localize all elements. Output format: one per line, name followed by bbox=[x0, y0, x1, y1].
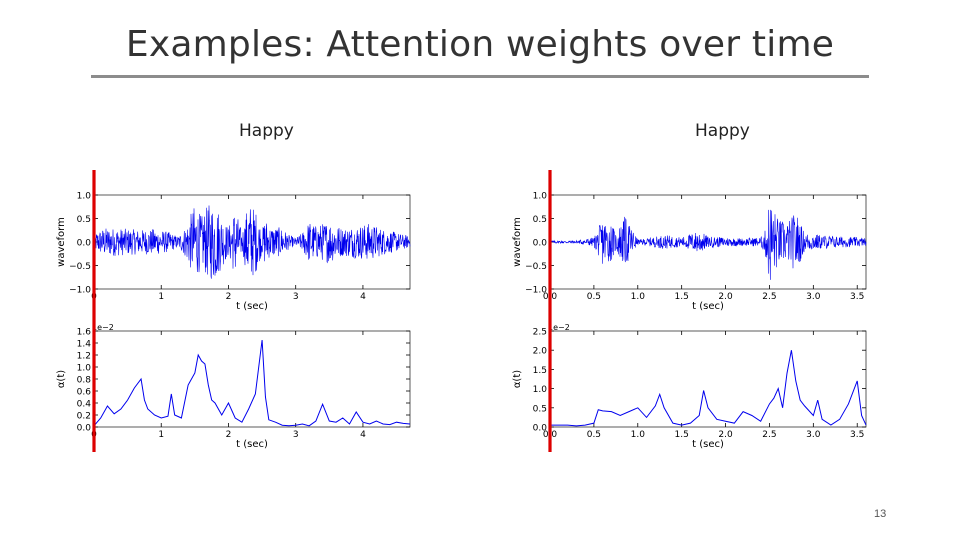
left-waveform-xlabel: t (sec) bbox=[236, 301, 268, 312]
left-attention-ytick-label: 0.4 bbox=[77, 400, 92, 410]
left-waveform-signal bbox=[93, 205, 411, 279]
right-attention-xtick-label: 3.5 bbox=[850, 430, 864, 440]
left-waveform-ytick-label: 1.0 bbox=[77, 192, 92, 202]
right-waveform-xtick-label: 3.0 bbox=[806, 292, 821, 302]
left-waveform-ytick-label: 0.5 bbox=[77, 215, 91, 225]
right-attention-xtick-label: 1.5 bbox=[675, 430, 689, 440]
left-attention-ytick-label: 1.6 bbox=[77, 328, 92, 338]
left-attention-ytick-label: 1.0 bbox=[77, 364, 92, 374]
left-attention-xlabel: t (sec) bbox=[236, 439, 268, 450]
right-waveform-signal bbox=[549, 209, 867, 280]
right-waveform-ylabel: waveform bbox=[512, 217, 523, 267]
left-attention-xtick-label: 1 bbox=[158, 430, 164, 440]
right-attention-ytick-label: 1.0 bbox=[533, 385, 548, 395]
left-attention-ytick-label: 1.4 bbox=[77, 340, 92, 350]
left-waveform-axes: 012341.00.50.0−0.5−1.0t (sec)waveform bbox=[56, 192, 411, 312]
left-attention-xtick-label: 4 bbox=[360, 430, 366, 440]
right-panel-label: Happy bbox=[695, 121, 750, 141]
right-attention-xtick-label: 1.0 bbox=[631, 430, 646, 440]
left-waveform-xtick-label: 4 bbox=[360, 292, 366, 302]
right-waveform-xlabel: t (sec) bbox=[692, 301, 724, 312]
right-attention-ytick-label: 2.5 bbox=[533, 328, 547, 338]
right-attention-ytick-label: 0.0 bbox=[533, 424, 548, 434]
left-attention-axes: 012341.61.41.21.00.80.60.40.20.0t (sec)α… bbox=[56, 323, 411, 450]
right-attention-ytick-label: 1.5 bbox=[533, 366, 547, 376]
right-attention-ylabel: α(t) bbox=[512, 370, 523, 388]
right-waveform-xtick-label: 2.5 bbox=[762, 292, 776, 302]
left-attention-xtick-label: 2 bbox=[226, 430, 232, 440]
title-divider bbox=[91, 75, 869, 78]
left-waveform-xtick-label: 2 bbox=[226, 292, 232, 302]
left-waveform-ytick-label: −0.5 bbox=[69, 262, 91, 272]
right-waveform-xtick-label: 3.5 bbox=[850, 292, 864, 302]
left-waveform-ylabel: waveform bbox=[56, 217, 67, 267]
left-plot-figure: 012341.00.50.0−0.5−1.0t (sec)waveform012… bbox=[56, 170, 411, 452]
slide-title: Examples: Attention weights over time bbox=[125, 24, 835, 65]
left-attention-ytick-label: 0.0 bbox=[77, 424, 92, 434]
left-attention-ylabel: α(t) bbox=[56, 370, 67, 388]
right-waveform-xtick-label: 1.0 bbox=[631, 292, 646, 302]
right-plot-figure: 0.0 0.5 1.0 1.5 2.0 2.5 3.0 3.5 1.0 0.5 0.0 −0.5 −1.… bbox=[512, 170, 867, 452]
left-attention-xtick-label: 3 bbox=[293, 430, 299, 440]
left-waveform-ytick-label: 0.0 bbox=[77, 239, 92, 249]
right-attention-xlabel: t (sec) bbox=[692, 439, 724, 450]
left-attention-ytick-label: 0.6 bbox=[77, 388, 92, 398]
right-waveform-axes: 0.00.51.01.52.02.53.03.51.00.50.0−0.5−1.… bbox=[512, 192, 867, 312]
right-attention-xtick-label: 2.0 bbox=[718, 430, 733, 440]
right-waveform-xtick-label: 0.5 bbox=[587, 292, 601, 302]
left-waveform-xtick-label: 1 bbox=[158, 292, 164, 302]
left-attention-ytick-label: 1.2 bbox=[77, 352, 91, 362]
left-waveform-xtick-label: 3 bbox=[293, 292, 299, 302]
right-waveform-xtick-label: 2.0 bbox=[718, 292, 733, 302]
right-attention-offset-text: 1e−2 bbox=[548, 323, 570, 332]
right-attention-xtick-label: 0.5 bbox=[587, 430, 601, 440]
right-waveform-ytick-label: −1.0 bbox=[525, 286, 547, 296]
right-attention-xtick-label: 2.5 bbox=[762, 430, 776, 440]
right-waveform-ytick-label: −0.5 bbox=[525, 262, 547, 272]
left-attention-ytick-label: 0.2 bbox=[77, 412, 91, 422]
left-attention-line bbox=[93, 339, 411, 427]
right-waveform-xtick-label: 1.5 bbox=[675, 292, 689, 302]
right-waveform-ytick-label: 0.0 bbox=[533, 239, 548, 249]
page-number: 13 bbox=[874, 508, 887, 520]
right-attention-xtick-label: 3.0 bbox=[806, 430, 821, 440]
right-attention-ytick-label: 2.0 bbox=[533, 347, 548, 357]
right-waveform-ytick-label: 1.0 bbox=[533, 192, 548, 202]
left-attention-ytick-label: 0.8 bbox=[77, 376, 92, 386]
left-panel-label: Happy bbox=[239, 121, 294, 141]
right-attention-ytick-label: 0.5 bbox=[533, 404, 547, 414]
right-waveform-ytick-label: 0.5 bbox=[533, 215, 547, 225]
right-attention-line bbox=[550, 350, 867, 427]
left-waveform-ytick-label: −1.0 bbox=[69, 286, 91, 296]
right-attention-axes: 0.00.51.01.52.02.53.03.52.52.01.51.00.50… bbox=[512, 323, 867, 450]
left-attention-offset-text: 1e−2 bbox=[92, 323, 114, 332]
